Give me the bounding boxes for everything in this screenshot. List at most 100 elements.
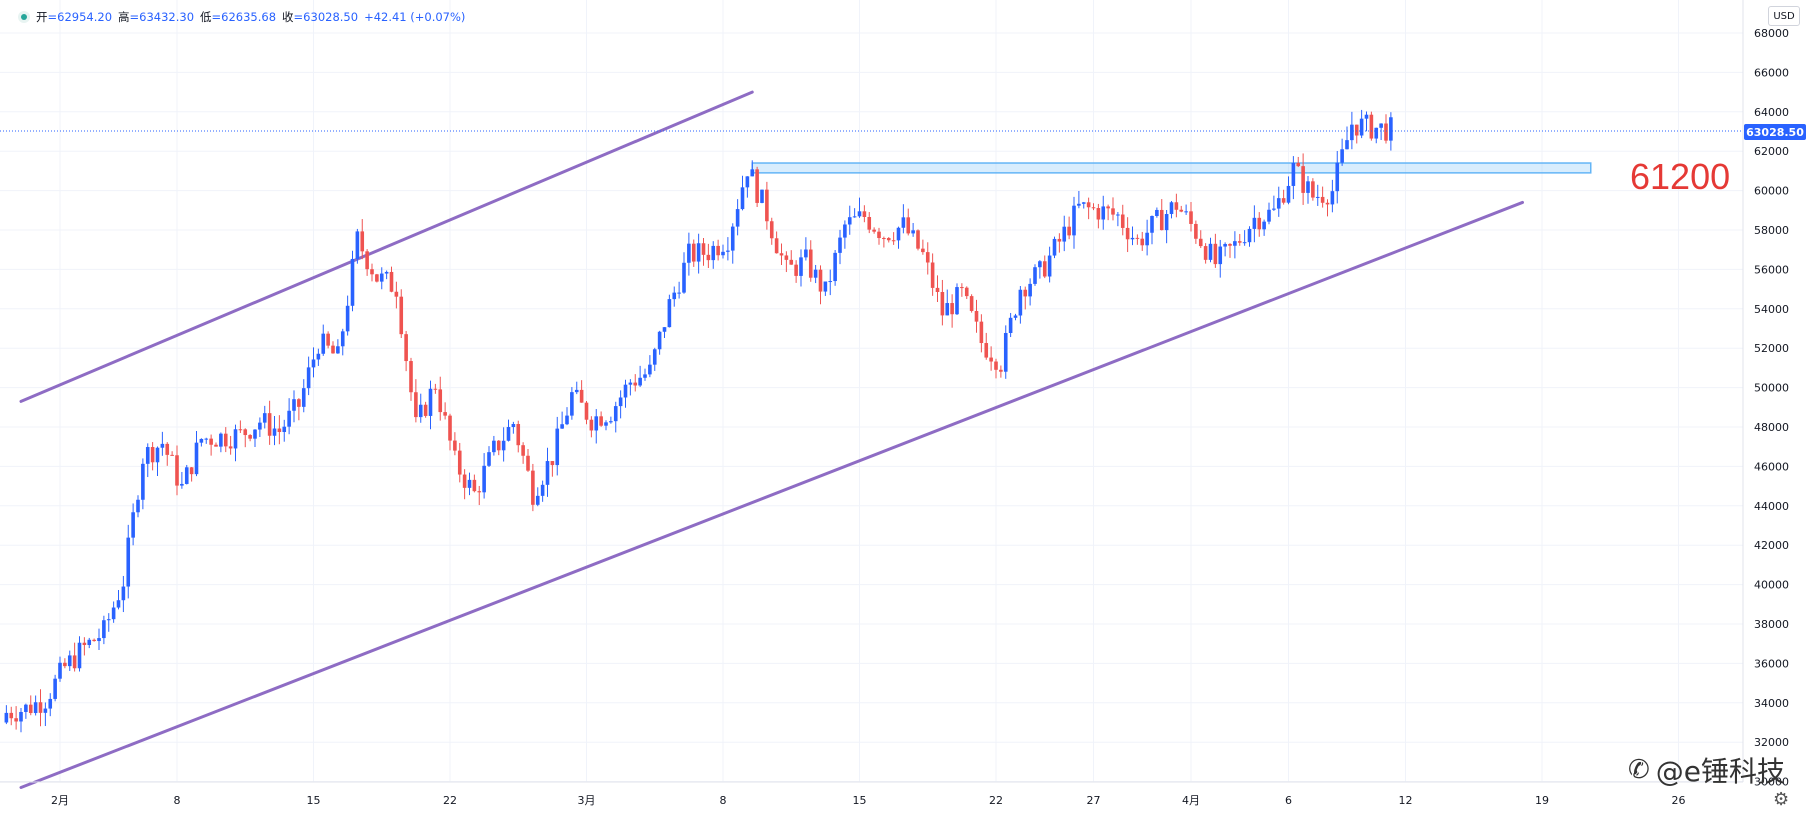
candle-body	[404, 334, 408, 362]
candle-body	[750, 169, 755, 177]
candle-body	[589, 419, 594, 431]
candle-body	[1359, 118, 1364, 136]
candle-body	[1038, 261, 1042, 268]
candle-body	[1213, 243, 1218, 265]
candle-body	[1086, 202, 1091, 208]
candle-body	[1155, 209, 1159, 216]
candle-body	[1198, 238, 1203, 247]
candle-body	[43, 708, 48, 713]
candle-body	[9, 712, 14, 719]
open-label: 开	[36, 10, 48, 24]
candle-body	[960, 287, 964, 289]
weibo-icon: ✆	[1628, 755, 1650, 785]
candle-body	[1325, 202, 1330, 205]
candle-body	[847, 217, 852, 225]
chart-grid	[0, 0, 1743, 783]
candle-body	[618, 397, 623, 407]
close-label: 收	[282, 10, 294, 24]
gear-icon[interactable]: ⚙	[1773, 789, 1790, 810]
candle-body	[38, 702, 43, 713]
candle-body	[930, 262, 935, 288]
candle-body	[72, 655, 77, 669]
candle-body	[399, 296, 404, 335]
open-value: =62954.20	[47, 10, 113, 24]
candle-body	[258, 422, 262, 430]
candle-body	[1057, 238, 1062, 242]
channel-line-lower	[19, 200, 1524, 790]
candle-body	[696, 243, 701, 262]
candle-body	[1228, 243, 1232, 246]
candle-body	[862, 211, 867, 217]
candle-body	[287, 410, 291, 427]
candle-body	[521, 445, 525, 456]
price-tick-label: 48000	[1754, 421, 1789, 434]
candle-body	[1145, 232, 1149, 246]
candle-body	[92, 639, 96, 642]
candle-body	[1140, 238, 1145, 246]
candle-body	[233, 429, 238, 449]
last-price-tag: 63028.50	[1744, 124, 1806, 140]
candle-body	[609, 421, 613, 423]
candle-body	[911, 230, 915, 234]
price-tick-label: 30000	[1754, 776, 1789, 789]
high-label: 高	[118, 10, 130, 24]
candle-body	[765, 189, 769, 222]
candle-body	[267, 413, 272, 436]
candle-body	[662, 327, 667, 332]
candle-body	[950, 303, 954, 315]
price-tick-label: 38000	[1754, 618, 1789, 631]
candle-body	[1062, 226, 1067, 242]
candle-body	[896, 227, 901, 241]
candle-body	[506, 427, 511, 441]
candle-body	[1120, 214, 1125, 228]
candle-body	[755, 169, 759, 203]
candle-body	[28, 704, 33, 714]
candle-body	[789, 259, 794, 265]
candle-body	[701, 243, 706, 255]
candle-body	[1184, 211, 1188, 213]
price-tick-label: 56000	[1754, 263, 1789, 276]
candle-body	[1257, 217, 1262, 230]
candle-body	[1194, 223, 1198, 239]
time-tick-label: 26	[1672, 794, 1686, 807]
candle-body	[4, 712, 9, 723]
candlestick-series	[4, 109, 1393, 733]
candle-body	[433, 388, 438, 390]
close-value: =63028.50	[293, 10, 359, 24]
candle-body	[306, 367, 311, 389]
candle-body	[272, 428, 277, 436]
candle-body	[682, 262, 686, 293]
price-tick-label: 68000	[1754, 27, 1789, 40]
candle-body	[243, 429, 248, 436]
candle-body	[194, 442, 199, 475]
candle-body	[882, 238, 886, 240]
candle-body	[1077, 203, 1081, 206]
candle-body	[67, 655, 72, 667]
candle-body	[321, 333, 326, 354]
candle-body	[1306, 181, 1310, 193]
price-tick-label: 44000	[1754, 500, 1789, 513]
candle-body	[160, 443, 165, 448]
candle-body	[1374, 127, 1379, 139]
candle-body	[979, 321, 984, 344]
candle-body	[14, 718, 18, 722]
candle-body	[794, 264, 798, 276]
candle-body	[180, 483, 184, 486]
candle-body	[555, 428, 560, 466]
candle-body	[33, 702, 38, 714]
level-annotation: 61200	[1630, 156, 1731, 197]
candle-body	[1301, 166, 1305, 193]
candle-body	[184, 467, 189, 484]
watermark-text: @e锤科技	[1655, 755, 1786, 788]
candle-body	[1179, 209, 1184, 212]
candle-body	[472, 479, 477, 492]
candle-body	[628, 382, 633, 385]
candle-body	[1320, 196, 1325, 203]
candle-body	[253, 429, 257, 439]
currency-button[interactable]: USD	[1768, 6, 1800, 26]
candle-body	[1389, 117, 1393, 141]
candle-body	[940, 292, 945, 316]
candle-body	[1174, 202, 1179, 210]
candle-body	[1072, 205, 1076, 236]
